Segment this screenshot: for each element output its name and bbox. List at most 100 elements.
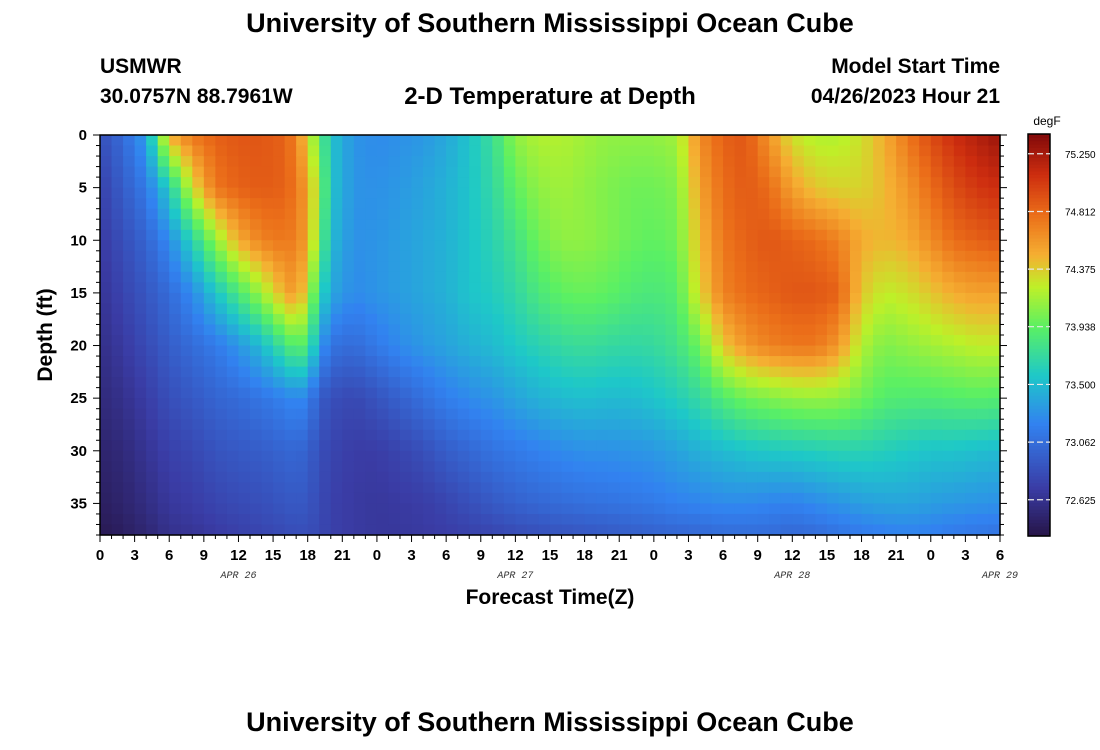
heatmap-cell <box>711 261 724 273</box>
heatmap-cell <box>180 324 193 336</box>
heatmap-cell <box>157 145 170 157</box>
heatmap-cell <box>330 482 343 494</box>
heatmap-cell <box>630 208 643 220</box>
heatmap-cell <box>238 240 251 252</box>
heatmap-cell <box>457 177 470 189</box>
heatmap-cell <box>515 503 528 515</box>
heatmap-cell <box>411 524 424 536</box>
heatmap-cell <box>665 156 678 168</box>
heatmap-cell <box>134 303 147 315</box>
heatmap-cell <box>192 303 205 315</box>
heatmap-cell <box>965 524 978 536</box>
heatmap-cell <box>192 156 205 168</box>
heatmap-cell <box>238 187 251 199</box>
heatmap-cell <box>953 313 966 326</box>
heatmap-cell <box>388 229 401 241</box>
heatmap-cell <box>215 292 228 305</box>
heatmap-cell <box>803 177 816 189</box>
heatmap-cell <box>261 292 274 305</box>
heatmap-cell <box>111 198 124 210</box>
heatmap-cell <box>146 513 159 526</box>
heatmap-cell <box>203 145 216 157</box>
heatmap-cell <box>123 240 136 252</box>
x-tick-label: 6 <box>996 547 1004 564</box>
heatmap-cell <box>342 271 355 283</box>
heatmap-cell <box>342 324 355 336</box>
heatmap-cell <box>826 387 840 399</box>
heatmap-cell <box>676 419 690 431</box>
heatmap-cell <box>573 135 586 147</box>
heatmap-cell <box>850 440 863 452</box>
heatmap-cell <box>665 313 678 326</box>
heatmap-cell <box>134 219 147 231</box>
heatmap-cell <box>284 440 297 452</box>
heatmap-cell <box>792 461 805 473</box>
heatmap-cell <box>746 313 759 326</box>
heatmap-cell <box>157 156 170 168</box>
heatmap-cell <box>203 198 216 210</box>
heatmap-cell <box>665 503 678 515</box>
heatmap-cell <box>596 377 609 389</box>
heatmap-cell <box>573 177 586 189</box>
heatmap-cell <box>469 492 482 505</box>
heatmap-cell <box>919 282 932 294</box>
heatmap-cell <box>146 177 159 189</box>
heatmap-cell <box>226 377 240 389</box>
heatmap-cell <box>584 408 597 420</box>
heatmap-cell <box>711 198 724 210</box>
heatmap-cell <box>919 440 932 452</box>
heatmap-cell <box>665 440 678 452</box>
heatmap-cell <box>711 387 724 399</box>
heatmap-cell <box>884 408 897 420</box>
heatmap-cell <box>630 135 643 147</box>
heatmap-cell <box>896 513 909 526</box>
heatmap-cell <box>873 513 886 526</box>
heatmap-cell <box>492 492 505 505</box>
heatmap-cell <box>953 492 966 505</box>
heatmap-cell <box>365 177 378 189</box>
heatmap-cell <box>676 145 690 157</box>
heatmap-cell <box>688 335 701 347</box>
colorbar-segment <box>1028 254 1050 259</box>
heatmap-cell <box>342 440 355 452</box>
heatmap-cell <box>861 513 874 526</box>
heatmap-cell <box>838 471 851 483</box>
heatmap-cell <box>965 313 978 326</box>
heatmap-cell <box>192 324 205 336</box>
heatmap-cell <box>411 303 424 315</box>
heatmap-cell <box>526 145 540 157</box>
heatmap-cell <box>423 156 436 168</box>
heatmap-cell <box>446 208 459 220</box>
heatmap-cell <box>157 429 170 441</box>
heatmap-cell <box>169 513 182 526</box>
heatmap-cell <box>319 187 332 199</box>
heatmap-cell <box>988 492 1001 505</box>
heatmap-cell <box>792 166 805 178</box>
heatmap-cell <box>815 166 828 178</box>
heatmap-cell <box>261 419 274 431</box>
heatmap-cell <box>480 524 493 536</box>
heatmap-cell <box>515 387 528 399</box>
heatmap-cell <box>503 156 516 168</box>
heatmap-cell <box>826 377 840 389</box>
colorbar-segment <box>1028 308 1050 313</box>
heatmap-cell <box>342 145 355 157</box>
heatmap-cell <box>803 513 816 526</box>
heatmap-cell <box>942 135 955 147</box>
colorbar-segment <box>1028 180 1050 185</box>
heatmap-cell <box>215 335 228 347</box>
heatmap-cell <box>723 229 736 241</box>
heatmap-cell <box>273 156 286 168</box>
heatmap-cell <box>273 503 286 515</box>
heatmap-cell <box>607 345 620 357</box>
heatmap-cell <box>653 387 666 399</box>
heatmap-cell <box>815 419 828 431</box>
colorbar-segment <box>1028 502 1050 507</box>
heatmap-cell <box>988 145 1001 157</box>
heatmap-cell <box>861 156 874 168</box>
heatmap-cell <box>388 492 401 505</box>
heatmap-cell <box>319 156 332 168</box>
heatmap-cell <box>400 219 413 231</box>
heatmap-cell <box>792 145 805 157</box>
heatmap-cell <box>838 156 851 168</box>
